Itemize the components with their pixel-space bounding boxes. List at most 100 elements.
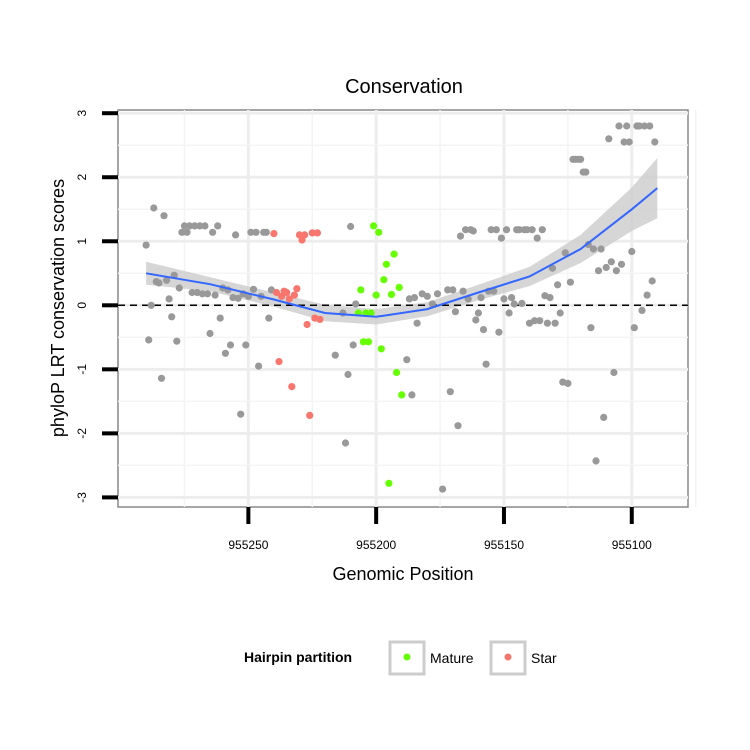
point-other [610, 368, 618, 377]
point-other [505, 309, 513, 317]
point-other [577, 155, 585, 163]
point-other [533, 234, 541, 242]
point-mature [380, 276, 388, 284]
grid-lines [118, 110, 697, 507]
point-mature [393, 368, 401, 377]
x-axis: 955250 955200 955150 955100 [228, 507, 652, 552]
point-other [508, 294, 516, 302]
point-other [589, 245, 598, 253]
point-other [237, 410, 245, 418]
point-mature [370, 222, 378, 230]
point-other [528, 226, 536, 234]
point-star [301, 231, 309, 239]
point-other [216, 314, 224, 322]
point-other [566, 278, 575, 286]
point-other [523, 226, 531, 234]
y-axis-title: phyloP LRT conservation scores [48, 179, 68, 437]
point-other [600, 413, 608, 421]
point-other [459, 287, 467, 295]
point-star [303, 320, 311, 329]
point-other [510, 300, 518, 308]
point-star [288, 383, 296, 391]
point-other [344, 370, 352, 379]
point-other [495, 328, 503, 336]
point-other [188, 288, 196, 297]
point-other [625, 138, 633, 146]
point-other [605, 135, 613, 143]
point-other [173, 337, 181, 345]
point-other [403, 356, 411, 364]
point-other [349, 341, 357, 349]
point-other [454, 422, 462, 430]
y-tick-label: 2 [75, 174, 89, 181]
point-other [538, 226, 546, 234]
point-other [474, 309, 482, 317]
point-other [352, 300, 360, 308]
point-other [640, 122, 649, 130]
point-other [147, 301, 155, 309]
point-star [270, 230, 278, 238]
point-other [477, 294, 485, 302]
point-other [203, 290, 212, 298]
point-other [482, 360, 490, 368]
x-axis-title: Genomic Position [332, 564, 473, 584]
y-tick-label: -3 [75, 492, 89, 503]
point-star [283, 288, 291, 297]
point-star [272, 288, 281, 297]
point-other [648, 277, 656, 285]
point-other [469, 227, 477, 235]
point-other [515, 226, 523, 234]
x-tick-label: 955150 [484, 538, 524, 552]
point-other [226, 341, 235, 349]
point-other [531, 317, 539, 325]
point-mature [359, 338, 367, 346]
point-other [196, 222, 204, 230]
point-other [628, 247, 636, 256]
point-other [551, 319, 559, 327]
smooth-line-layer [145, 187, 658, 318]
point-other [561, 249, 569, 257]
point-other [165, 295, 173, 303]
point-other [198, 290, 206, 298]
point-other [209, 228, 217, 236]
point-other [500, 295, 508, 303]
point-star [308, 229, 316, 237]
point-other [594, 267, 603, 275]
point-other [490, 287, 498, 295]
point-other [630, 324, 638, 332]
point-other [518, 299, 526, 307]
point-other [502, 226, 511, 234]
point-other [341, 439, 350, 447]
point-other [214, 222, 222, 230]
x-tick-label: 955200 [356, 538, 396, 552]
point-other [331, 351, 339, 359]
point-mature [390, 250, 398, 258]
point-other [587, 324, 595, 332]
y-tick-label: 0 [75, 302, 89, 309]
point-star [306, 411, 314, 419]
point-other [433, 290, 442, 298]
point-other [582, 168, 590, 176]
point-other [638, 306, 646, 314]
point-other [487, 226, 495, 234]
smooth-line [145, 187, 658, 318]
point-other [221, 349, 229, 357]
point-other [163, 276, 171, 284]
point-other [347, 222, 355, 231]
point-other [180, 222, 189, 230]
point-mature [387, 290, 396, 298]
legend-label-mature: Mature [430, 650, 474, 666]
point-other [554, 281, 562, 289]
point-star [293, 285, 301, 293]
legend-swatch-star [504, 653, 512, 661]
point-other [597, 245, 605, 253]
point-other [423, 292, 431, 300]
point-other [150, 204, 158, 212]
point-other [546, 294, 554, 302]
y-tick-label: -2 [75, 428, 89, 439]
point-other [492, 226, 500, 234]
point-other [543, 319, 552, 327]
point-other [160, 212, 168, 220]
point-other [206, 329, 214, 338]
point-other [556, 309, 564, 317]
